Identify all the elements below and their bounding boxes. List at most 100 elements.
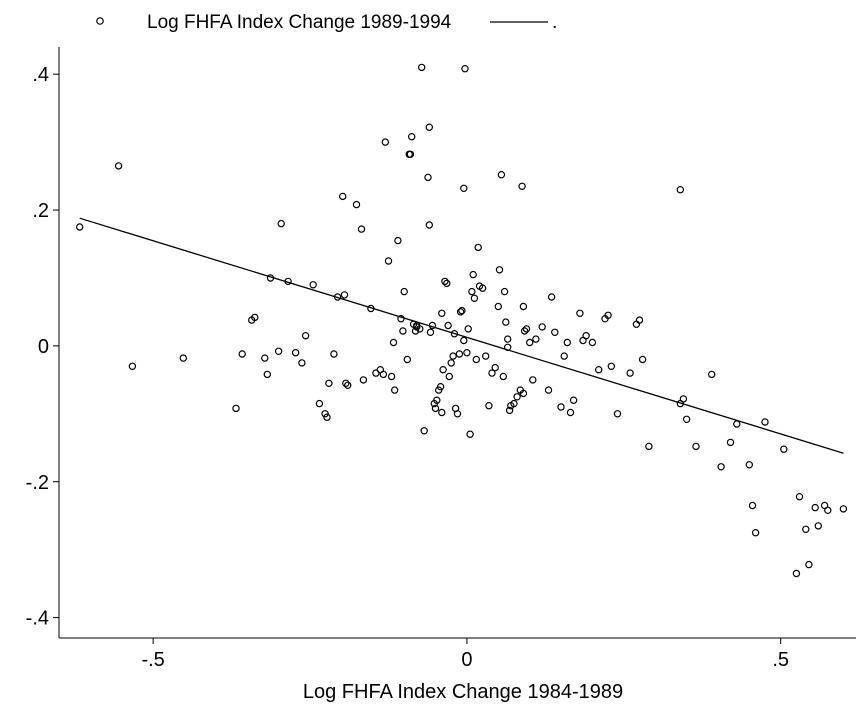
scatter-point (751, 529, 760, 537)
scatter-point (433, 396, 441, 404)
scatter-point (408, 132, 416, 141)
scatter-point (438, 309, 446, 317)
scatter-point (469, 270, 477, 279)
scatter-point (400, 287, 408, 296)
scatter-point (635, 316, 644, 324)
scatter-point (463, 349, 471, 357)
scatter-point (504, 343, 512, 351)
scatter-point (379, 370, 388, 379)
scatter-point (403, 355, 411, 364)
scatter-point (352, 200, 361, 209)
scatter-point (726, 438, 735, 447)
scatter-point (298, 359, 306, 367)
scatter-point (274, 347, 283, 355)
scatter-point (441, 277, 449, 286)
y-tick-label: .2 (32, 200, 49, 222)
scatter-point (510, 399, 518, 408)
scatter-point (357, 225, 366, 233)
scatter-point (344, 381, 352, 389)
scatter-point (566, 408, 575, 417)
scatter-point (604, 311, 612, 319)
scatter-point (474, 243, 482, 252)
scatter-point (438, 408, 446, 417)
scatter-point (460, 336, 468, 345)
scatter-point (811, 503, 819, 512)
scatter-point (263, 370, 271, 379)
scatter-point (323, 413, 331, 421)
scatter-point (505, 406, 514, 415)
scatter-point (472, 355, 480, 364)
scatter-point (453, 410, 462, 418)
scatter-point (582, 332, 590, 340)
x-tick-label: .5 (772, 649, 789, 671)
scatter-point (444, 321, 452, 330)
scatter-point (814, 522, 823, 530)
scatter-point (406, 150, 415, 158)
scatter-point (717, 463, 725, 471)
scatter-point (420, 427, 428, 435)
scatter-point (367, 304, 375, 313)
scatter-point (504, 335, 512, 343)
scatter-point (613, 410, 622, 418)
scatter-point (792, 569, 801, 578)
fit-line-group (79, 217, 844, 454)
scatter-point (449, 352, 457, 360)
scatter-point (708, 370, 716, 379)
y-tick-label: .4 (32, 64, 49, 86)
scatter-point (488, 369, 496, 377)
scatter-point (544, 386, 553, 394)
scatter-point (529, 376, 537, 384)
scatter-point (426, 328, 435, 336)
scatter-point (428, 321, 437, 330)
scatter-point (418, 63, 426, 72)
scatter-point (436, 383, 445, 391)
scatter-point (824, 506, 832, 514)
scatter-point (387, 372, 396, 381)
scatter-point (445, 372, 453, 381)
scatter-point (389, 338, 398, 347)
scatter-point (232, 404, 240, 413)
scatter-point (431, 404, 440, 413)
scatter-point (75, 223, 84, 231)
scatter-point (638, 355, 647, 364)
scatter-point (748, 501, 757, 510)
scatter-point (676, 399, 685, 408)
scatter-point (563, 338, 572, 347)
scatter-point (330, 350, 338, 358)
scatter-point (513, 393, 521, 401)
scatter-point (447, 359, 455, 367)
scatter-point (805, 560, 813, 569)
scatter-point (339, 192, 347, 201)
scatter-point (557, 403, 565, 411)
scatter-point (179, 354, 187, 362)
scatter-point (478, 284, 487, 292)
scatter-point (325, 379, 333, 387)
scatter-point (576, 309, 584, 317)
scatter-point (526, 338, 534, 347)
legend-fit-label: . (552, 12, 557, 33)
scatter-point (384, 257, 393, 265)
scatter-point (315, 399, 324, 408)
x-tick-label: -.5 (141, 649, 164, 671)
scatter-point (458, 306, 466, 315)
scatter-point (520, 327, 529, 335)
scatter-point (464, 325, 472, 333)
scatter-point (676, 185, 685, 194)
scatter-point (497, 170, 506, 179)
scatter-point (682, 415, 691, 423)
scatter-point (495, 266, 504, 274)
scatter-point (460, 184, 468, 192)
scatter-point (340, 291, 349, 299)
scatter-point (491, 363, 499, 372)
scatter-point (381, 138, 389, 146)
scatter-point (309, 281, 317, 289)
scatter-point (733, 420, 741, 428)
scatter-point (795, 493, 804, 501)
scatter-point (394, 236, 402, 245)
axes: -.4 -.2 0 .2 .4 -.5 0 .5 (26, 47, 856, 671)
scatter-points (75, 63, 848, 578)
legend-series-label: Log FHFA Index Change 1989-1994 (147, 12, 452, 33)
scatter-point (425, 221, 433, 229)
x-tick-label: 0 (461, 649, 472, 671)
scatter-point (745, 461, 754, 469)
